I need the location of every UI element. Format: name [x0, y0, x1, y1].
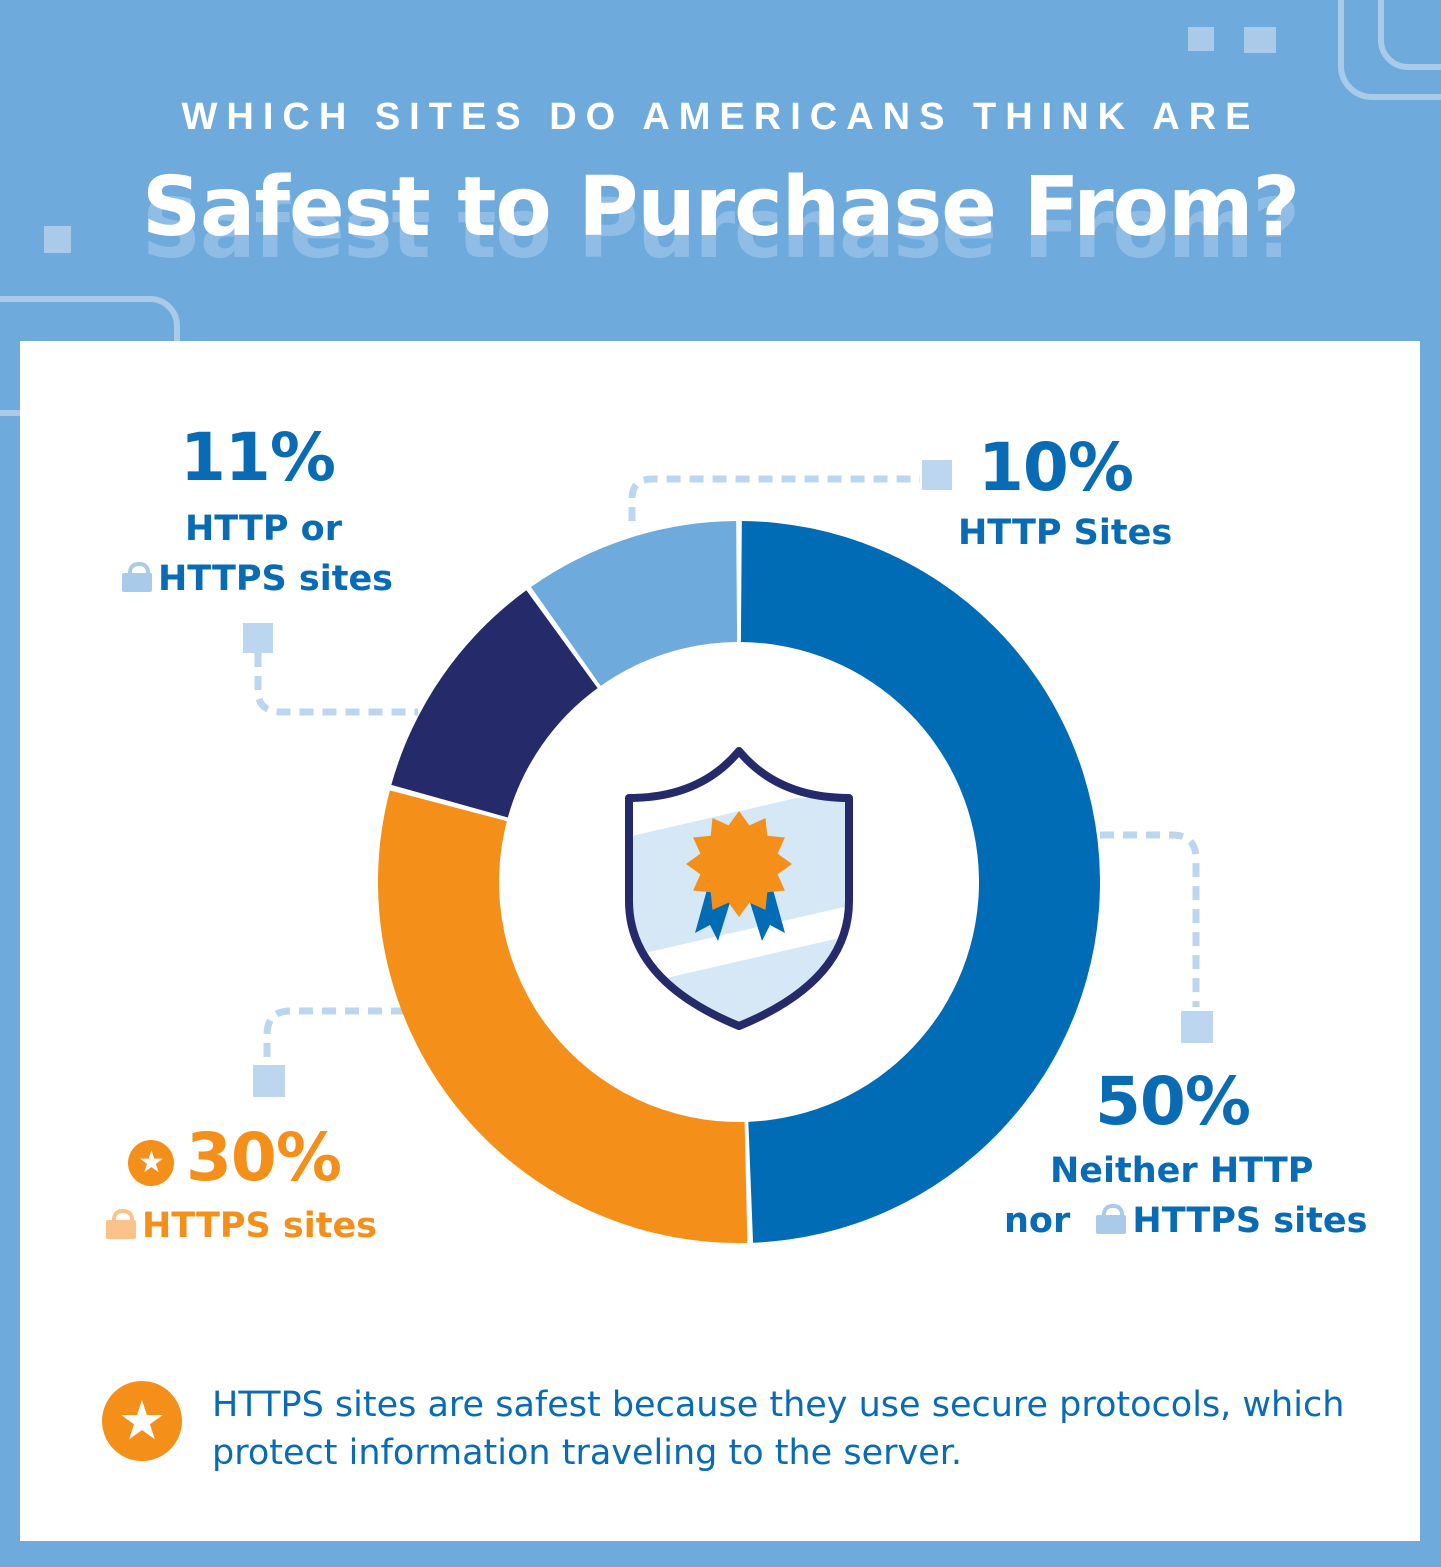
slice-label-https-line1-text: HTTPS sites: [142, 1206, 378, 1246]
slice-label-neither-line2: nor HTTPS sites: [1004, 1201, 1367, 1241]
connector-https: [263, 1007, 405, 1063]
connector-square: [253, 1065, 285, 1097]
donut-slices: [377, 521, 1100, 1243]
slice-label-neither-line1: Neither HTTP: [1050, 1151, 1314, 1191]
slice-label-either-line2: HTTPS sites: [122, 559, 393, 599]
decor-frame: [1338, 0, 1441, 100]
shield-badge-icon: [625, 747, 853, 1030]
slice-label-http-line1: HTTP Sites: [958, 513, 1173, 553]
decor-square: [1188, 27, 1214, 51]
lock-icon: [106, 1209, 136, 1239]
slice-label-https-pct: ★ 30%: [128, 1119, 342, 1196]
donut-slice-1: [377, 790, 748, 1243]
lock-icon: [1096, 1204, 1127, 1234]
connector-either: [254, 653, 418, 716]
slice-label-neither-line2-b: HTTPS sites: [1132, 1201, 1368, 1241]
donut-slice-2: [391, 590, 598, 818]
headline-block: Safest to Purchase From? Safest to Purch…: [0, 160, 1441, 277]
slice-label-neither-line2-a: nor: [1004, 1201, 1071, 1241]
donut-slice-0: [740, 521, 1100, 1243]
slice-label-either-pct: 11%: [180, 419, 336, 496]
donut-slice-3: [530, 521, 738, 686]
connector-square: [1181, 1011, 1213, 1043]
decor-square: [1244, 27, 1276, 53]
connector-http: [628, 475, 920, 521]
slice-label-https-line1: HTTPS sites: [106, 1206, 377, 1246]
decor-square: [44, 226, 71, 253]
star-icon: ★: [102, 1381, 182, 1461]
chart-card: 11% HTTP or HTTPS sites 10% HTTP Sites 5…: [20, 341, 1420, 1541]
slice-label-https-pct-text: 30%: [186, 1119, 342, 1196]
lock-icon: [122, 562, 152, 592]
donut-chart: [243, 460, 1213, 1243]
slice-label-neither-pct: 50%: [1095, 1063, 1251, 1140]
slice-label-either-line2-text: HTTPS sites: [158, 559, 394, 599]
slice-label-either-line1: HTTP or: [185, 509, 342, 549]
chart-title-shadow: Safest to Purchase From?: [141, 182, 1300, 277]
star-icon: ★: [128, 1140, 174, 1186]
connector-square: [243, 623, 273, 653]
connector-lines: [254, 475, 1200, 1063]
chart-title: Safest to Purchase From?: [141, 160, 1300, 255]
slice-label-http-pct: 10%: [978, 429, 1134, 506]
chart-kicker: WHICH SITES DO AMERICANS THINK ARE: [181, 96, 1260, 138]
decor-frame: [1378, 0, 1441, 70]
footnote-text: HTTPS sites are safest because they use …: [212, 1385, 1345, 1473]
connector-neither: [1100, 831, 1200, 1007]
connector-square: [922, 460, 952, 490]
